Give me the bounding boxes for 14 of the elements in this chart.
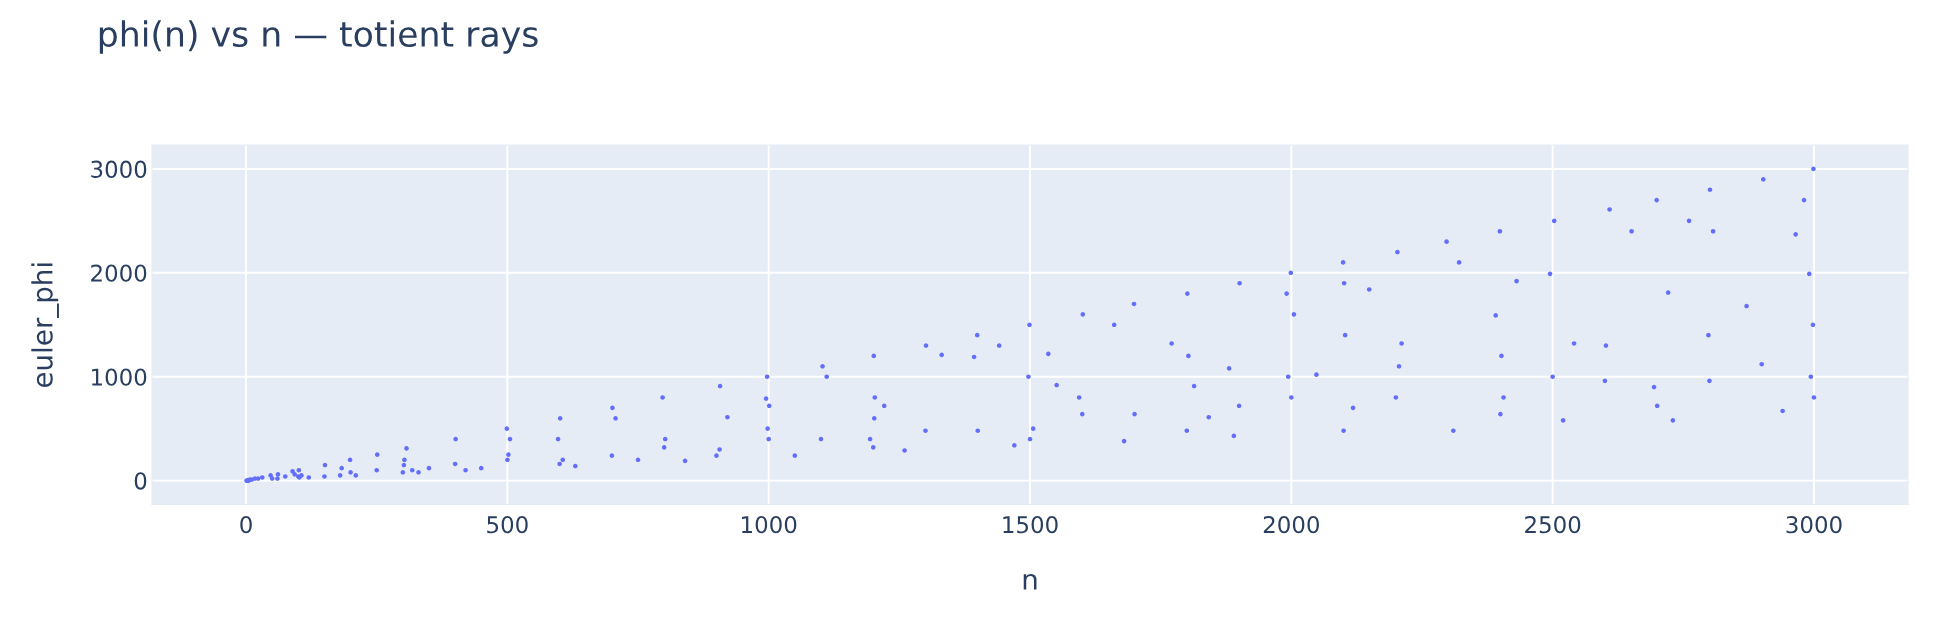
x-tick-label: 2500: [1525, 516, 1581, 534]
chart-title: phi(n) vs n — totient rays: [99, 20, 538, 54]
x-tick-label: 3000: [1786, 516, 1842, 534]
y-axis-title: euler_phi: [31, 263, 59, 388]
x-tick-label: 1000: [742, 516, 797, 534]
x-tick-label: 0: [240, 516, 252, 534]
x-tick-label: 500: [487, 516, 528, 534]
y-tick-label: 3000: [91, 160, 147, 178]
x-axis-title: n: [1023, 573, 1037, 590]
y-tick-label: 0: [134, 472, 147, 490]
y-tick-label: 2000: [91, 264, 147, 282]
x-tick-label: 2000: [1263, 516, 1319, 534]
x-tick-label: 1500: [1003, 516, 1058, 534]
y-tick-label: 1000: [92, 368, 147, 386]
